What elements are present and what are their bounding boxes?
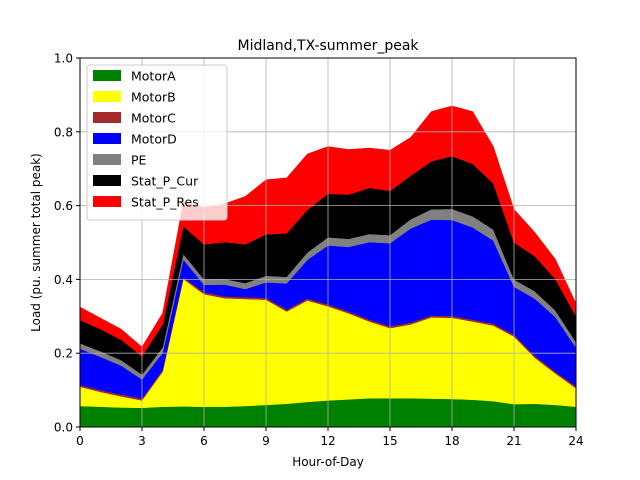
y-tick-label: 0.0 — [54, 421, 73, 435]
legend-swatch-motorb — [93, 91, 121, 102]
legend-label-motord: MotorD — [131, 132, 177, 147]
y-tick-label: 0.4 — [54, 273, 73, 287]
y-tick-label: 1.0 — [54, 52, 73, 66]
x-tick-label: 18 — [444, 434, 459, 448]
y-tick-label: 0.6 — [54, 199, 73, 213]
legend-label-stat-p-cur: Stat_P_Cur — [131, 174, 199, 189]
x-tick-label: 0 — [76, 434, 84, 448]
legend: MotorA MotorB MotorC MotorD PE Stat_P_Cur Stat… — [86, 64, 228, 221]
legend-box — [86, 64, 228, 221]
legend-label-stat-p-res: Stat_P_Res — [131, 195, 199, 210]
x-tick-label: 24 — [568, 434, 583, 448]
x-tick-label: 6 — [200, 434, 208, 448]
x-axis: 0 3 6 9 12 15 18 21 24 — [76, 427, 584, 448]
x-tick-label: 12 — [320, 434, 335, 448]
chart-title: Midland,TX-summer_peak — [237, 38, 419, 54]
y-tick-label: 0.2 — [54, 347, 73, 361]
legend-swatch-stat-p-res — [93, 196, 121, 207]
legend-swatch-motorc — [93, 112, 121, 123]
x-axis-label: Hour-of-Day — [292, 455, 364, 469]
x-tick-label: 9 — [262, 434, 270, 448]
legend-swatch-motora — [93, 70, 121, 81]
legend-swatch-stat-p-cur — [93, 175, 121, 186]
y-axis-label: Load (pu. summer total peak) — [29, 153, 43, 332]
legend-label-motorc: MotorC — [131, 111, 176, 126]
legend-label-motorb: MotorB — [131, 90, 176, 105]
y-tick-label: 0.8 — [54, 125, 73, 139]
x-tick-label: 21 — [506, 434, 521, 448]
legend-label-motora: MotorA — [131, 69, 176, 84]
y-axis: 0.0 0.2 0.4 0.6 0.8 1.0 — [54, 52, 80, 435]
x-tick-label: 3 — [138, 434, 146, 448]
legend-swatch-pe — [93, 154, 121, 165]
legend-label-pe: PE — [131, 153, 147, 168]
legend-swatch-motord — [93, 133, 121, 144]
x-tick-label: 15 — [382, 434, 397, 448]
